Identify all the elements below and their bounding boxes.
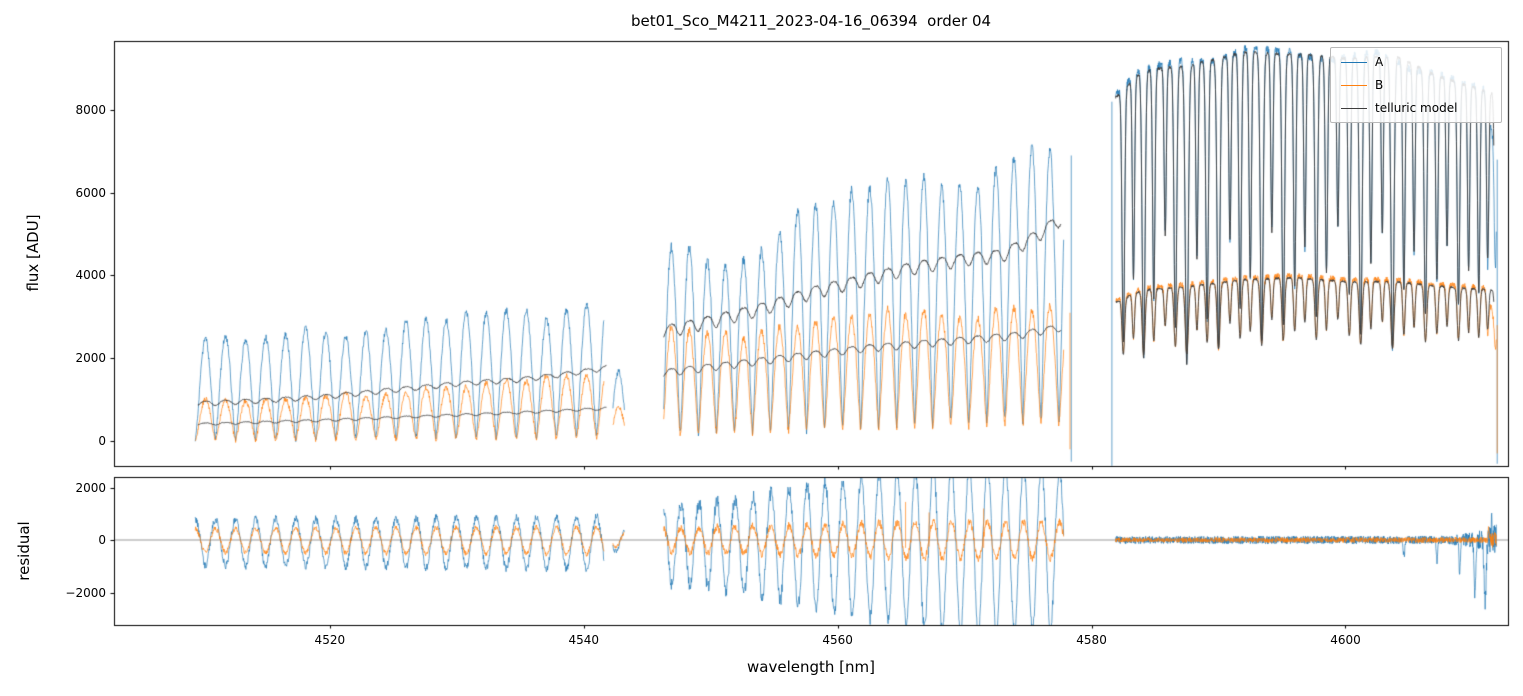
y-tick-label: 0 [98,533,106,547]
legend-label-b: B [1375,78,1384,92]
y-tick-label: 8000 [75,102,106,117]
x-axis-label: wavelength [nm] [747,658,875,676]
legend: A B telluric model [1330,47,1502,123]
x-tick-label: 4580 [1076,633,1107,647]
y-tick-label: 2000 [75,351,106,366]
x-tick-label: 4600 [1330,633,1361,647]
legend-label-a: A [1375,55,1384,69]
y-tick-label: 6000 [75,185,106,200]
x-tick-label: 4560 [822,633,853,647]
x-tick-label: 4520 [314,633,346,647]
series-a-line-swatch [1341,61,1367,63]
x-tick-label: 4540 [568,633,600,647]
y-tick-label: −2000 [65,585,106,600]
legend-entry-a: A [1341,55,1491,69]
flux-axis-label: flux [ADU] [24,214,42,292]
telluric-model-line-swatch [1341,107,1367,109]
series-b-line-swatch [1341,84,1367,86]
chart-title: bet01_Sco_M4211_2023-04-16_06394 order 0… [630,12,992,30]
y-tick-label: 0 [98,434,106,448]
legend-entry-b: B [1341,78,1491,92]
legend-entry-telluric: telluric model [1341,101,1491,115]
legend-label-telluric: telluric model [1375,101,1458,115]
residual-axis-label: residual [15,521,33,581]
y-tick-label: 4000 [75,268,106,283]
y-tick-label: 2000 [75,480,106,495]
